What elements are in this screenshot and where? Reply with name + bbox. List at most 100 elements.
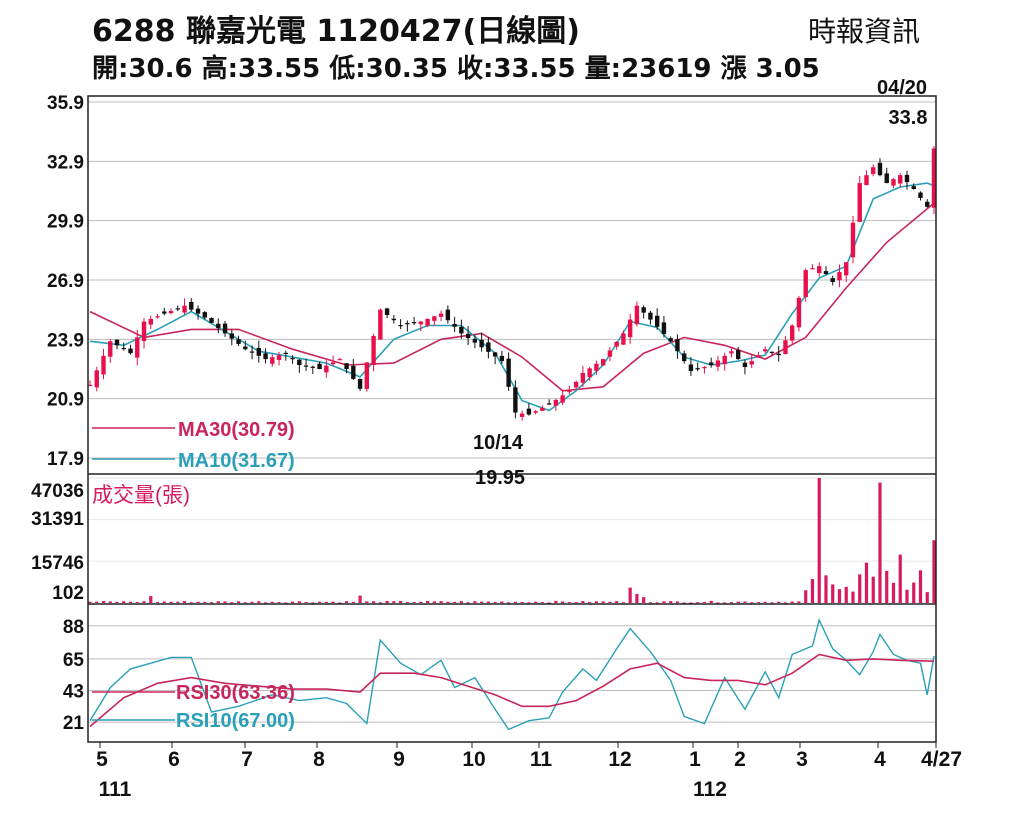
- candle-body: [222, 323, 228, 334]
- candle-body: [763, 349, 768, 352]
- candle-body: [641, 307, 646, 313]
- volume-bar: [243, 602, 247, 604]
- candle-body: [303, 365, 309, 367]
- volume-bar: [824, 575, 828, 603]
- volume-bar: [702, 602, 707, 604]
- y-axis-labels: 35.9 32.9 29.9 26.9 23.9 20.9 17.9 47036 31391 15…: [31, 93, 84, 734]
- volume-bar: [729, 602, 734, 604]
- volume-tick-label: 102: [52, 583, 84, 604]
- volume-bar: [459, 601, 463, 603]
- month-label: 5: [96, 748, 108, 771]
- candle-body: [256, 347, 261, 356]
- price-tick-label: 17.9: [47, 449, 84, 470]
- volume-bar: [392, 601, 396, 603]
- volume-tick-label: 15746: [31, 553, 84, 574]
- candle-body: [168, 310, 174, 314]
- candle-body: [675, 339, 680, 352]
- volume-bar: [284, 602, 288, 604]
- volume-bar: [851, 591, 855, 603]
- volume-bar: [419, 601, 423, 603]
- candle-body: [911, 186, 916, 190]
- candle-body: [877, 162, 883, 176]
- volume-bar: [736, 601, 740, 603]
- candle-body: [290, 358, 295, 360]
- legend-ma10: MA10(31.67): [178, 450, 295, 472]
- candle-body: [776, 353, 781, 356]
- volume-bar: [473, 601, 477, 603]
- legend-rsi: RSI30(63.36) RSI10(67.00): [92, 682, 295, 732]
- candle-body: [587, 368, 592, 378]
- volume-bar: [405, 602, 409, 604]
- volume-bar: [446, 601, 450, 603]
- volume-bar: [311, 602, 315, 604]
- candle-body: [513, 387, 518, 413]
- volume-bar: [426, 601, 430, 603]
- candle-body: [715, 360, 721, 367]
- candle-body: [371, 336, 376, 366]
- year-label: 111: [99, 778, 132, 801]
- volume-bar: [912, 582, 916, 603]
- candle-body: [702, 367, 707, 369]
- volume-bar: [682, 602, 686, 604]
- volume-bar: [230, 602, 234, 604]
- candle-body: [405, 323, 410, 325]
- volume-bar: [871, 576, 875, 603]
- volume-bar: [642, 597, 646, 603]
- volume-bar: [628, 587, 632, 603]
- volume-bar: [486, 601, 490, 603]
- candle-body: [108, 341, 113, 357]
- candle-body: [634, 305, 640, 325]
- volume-bar: [864, 562, 869, 603]
- candle-body: [546, 403, 552, 405]
- volume-tick-label: 31391: [31, 509, 84, 530]
- month-label: 6: [168, 748, 180, 771]
- panel-frames: [87, 95, 937, 743]
- volume-bar: [149, 596, 153, 603]
- volume-bar: [385, 600, 389, 603]
- candle-body: [418, 321, 424, 325]
- annotations: 04/20 33.8 10/14 19.95: [473, 77, 928, 489]
- volume-bar: [547, 602, 551, 604]
- volume-bar: [412, 601, 416, 603]
- candle-body: [627, 319, 633, 338]
- candle-body: [378, 309, 383, 340]
- candle-body: [236, 339, 241, 344]
- volume-bar: [608, 601, 612, 603]
- candle-body: [864, 175, 869, 185]
- candle-body: [871, 167, 876, 174]
- candle-body: [918, 192, 923, 198]
- volume-bar: [655, 602, 659, 604]
- volume-bar: [135, 602, 139, 604]
- volume-bar: [169, 601, 173, 603]
- candle-body: [857, 183, 862, 222]
- candle-body: [567, 390, 572, 392]
- candle-body: [128, 348, 133, 354]
- candle-body: [742, 362, 748, 368]
- volume-bar: [925, 592, 929, 603]
- volume-bar: [108, 601, 112, 603]
- volume-bar: [358, 595, 362, 603]
- candle-body: [790, 325, 795, 341]
- volume-bar: [453, 601, 457, 603]
- candle-body: [276, 355, 282, 360]
- candle-body: [135, 337, 140, 358]
- volume-bar: [432, 601, 436, 603]
- volume-bar: [290, 601, 295, 603]
- volume-bar: [331, 601, 335, 603]
- volume-bar: [317, 601, 322, 603]
- volume-bar: [189, 602, 193, 604]
- volume-bar: [709, 600, 713, 603]
- legend-ma30: MA30(30.79): [178, 419, 295, 441]
- volume-bar: [122, 601, 126, 603]
- volume-bar: [500, 601, 504, 603]
- candle-body: [891, 179, 896, 186]
- candle-body: [182, 305, 187, 313]
- candle-body: [844, 262, 849, 276]
- volume-bar: [439, 601, 443, 603]
- candle-body: [614, 341, 619, 347]
- volume-bar: [338, 602, 342, 604]
- volume-bar: [756, 602, 761, 604]
- volume-bar: [297, 601, 301, 603]
- ma30-line: [89, 202, 935, 392]
